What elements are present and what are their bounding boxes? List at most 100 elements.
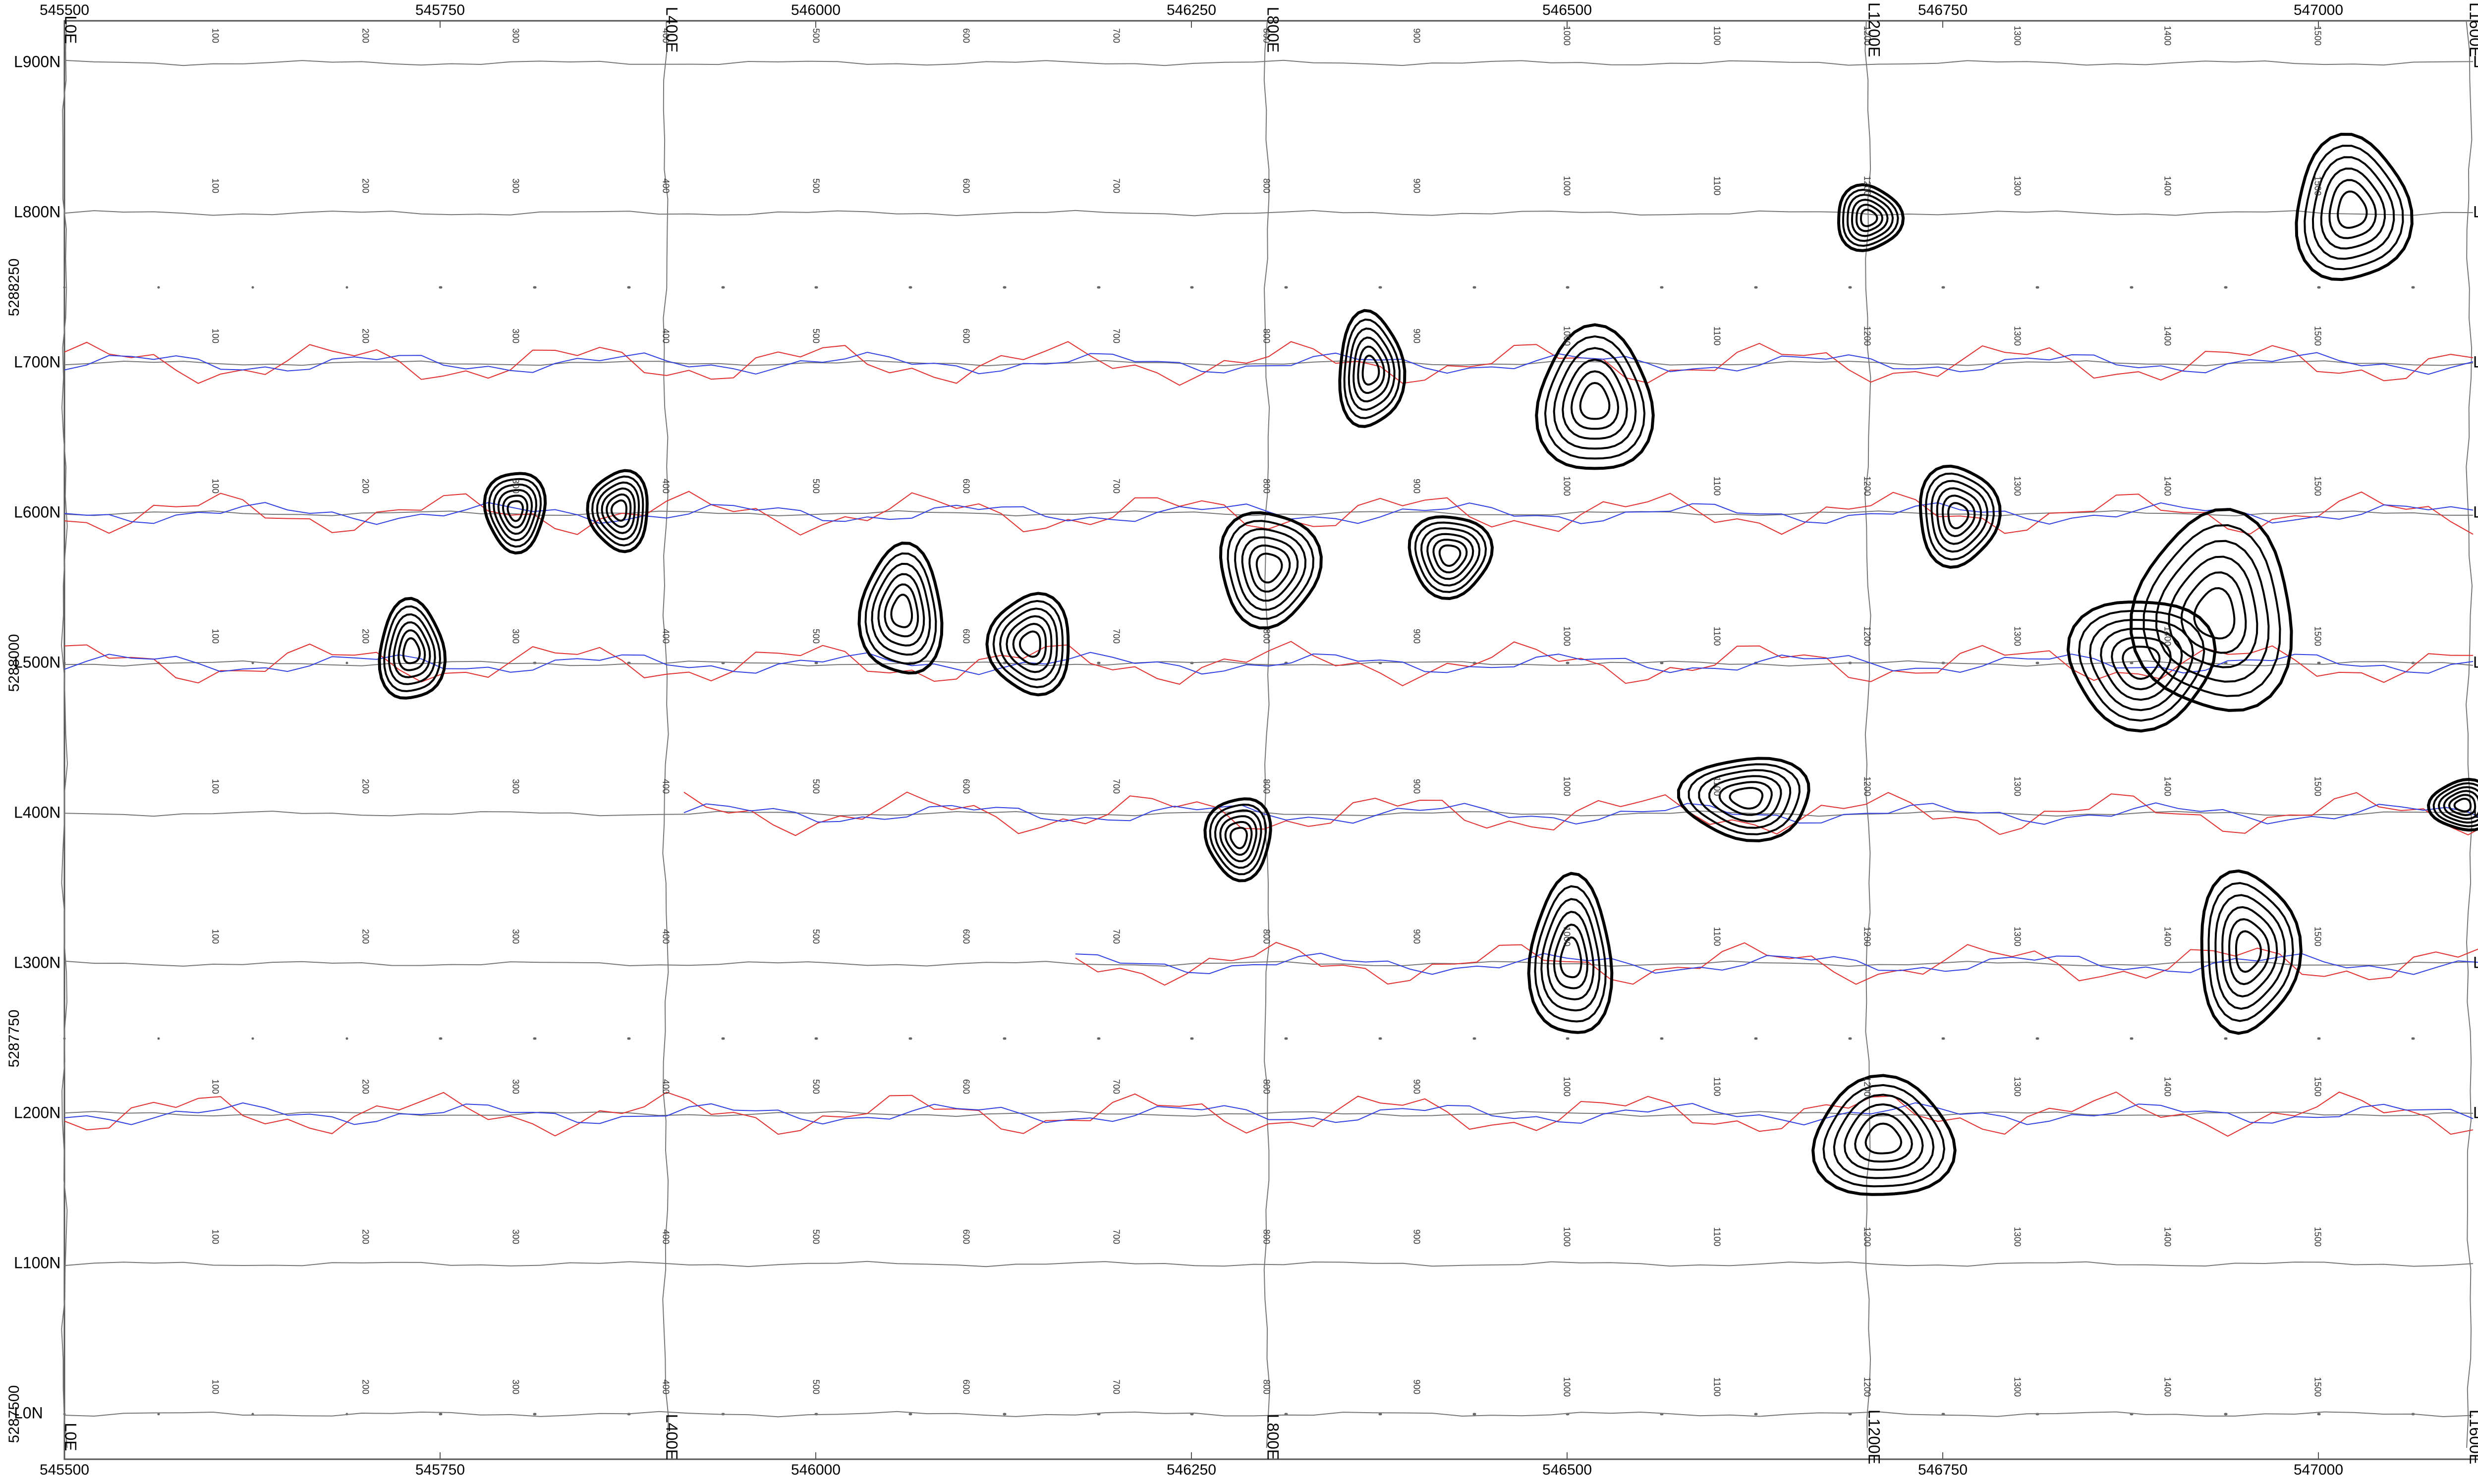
station-label: 200	[360, 178, 370, 193]
station-label: 1000	[1562, 626, 1572, 646]
station-label: 500	[811, 779, 821, 794]
station-label: 1000	[1562, 326, 1572, 346]
station-label: 700	[1111, 479, 1121, 494]
easting-label: 545500	[40, 1462, 89, 1478]
station-label: 600	[961, 178, 971, 193]
station-label: 1300	[2012, 26, 2022, 46]
n-line-label: L600N	[14, 503, 60, 521]
easting-label: 546000	[791, 2, 841, 18]
grid-dot	[1003, 1413, 1006, 1416]
northing-label: 5287750	[6, 1010, 22, 1068]
grid-dot	[627, 286, 630, 289]
station-label: 800	[1261, 1229, 1271, 1244]
station-label: 1100	[1712, 927, 1722, 946]
station-label: 1100	[1712, 26, 1722, 46]
station-label: 300	[510, 1229, 520, 1244]
station-label: 400	[661, 178, 671, 193]
station-label: 1400	[2162, 26, 2172, 46]
grid-dot	[2224, 1038, 2227, 1040]
station-label: 1100	[1712, 477, 1722, 496]
station-label: 1500	[2312, 26, 2322, 46]
station-label: 200	[360, 479, 370, 494]
station-label: 1500	[2312, 1077, 2322, 1097]
easting-label: 546750	[1918, 2, 1968, 18]
station-label: 100	[210, 28, 220, 43]
station-label: 1200	[1862, 626, 1872, 646]
station-label: 1000	[1562, 1077, 1572, 1097]
grid-dot	[1190, 286, 1193, 289]
e-line-label: L1200E	[1865, 1410, 1883, 1464]
station-label: 1400	[2162, 476, 2172, 496]
station-label: 600	[961, 1079, 971, 1094]
grid-dot	[1097, 1038, 1100, 1040]
n-line-label: L200N	[2473, 1103, 2478, 1121]
station-label: 1100	[1712, 1377, 1722, 1397]
station-label: 900	[1411, 479, 1421, 494]
e-line-label: L1600E	[2467, 1410, 2478, 1464]
n-line-label: L300N	[2473, 953, 2478, 971]
easting-label: 545750	[415, 1462, 465, 1478]
station-label: 800	[1261, 1079, 1271, 1094]
station-label: 400	[661, 1379, 671, 1394]
station-label: 200	[360, 1079, 370, 1094]
grid-dot	[1285, 1038, 1287, 1040]
grid-dot	[1190, 1038, 1193, 1040]
station-label: 1300	[2012, 176, 2022, 196]
station-label: 200	[360, 28, 370, 43]
station-label: 700	[1111, 1229, 1121, 1244]
station-label: 300	[510, 329, 520, 343]
station-label: 200	[360, 1379, 370, 1394]
station-label: 500	[811, 178, 821, 193]
station-label: 500	[811, 1379, 821, 1394]
grid-dot	[346, 1038, 348, 1040]
station-label: 1200	[1862, 326, 1872, 346]
grid-dot	[1473, 1038, 1475, 1040]
grid-dot	[1097, 662, 1100, 664]
station-label: 1300	[2012, 326, 2022, 346]
station-label: 1300	[2012, 776, 2022, 796]
station-label: 1500	[2312, 776, 2322, 796]
station-label: 200	[360, 779, 370, 794]
station-label: 1000	[1562, 26, 1572, 46]
grid-dot	[1942, 1038, 1944, 1040]
station-label: 1100	[1712, 327, 1722, 346]
station-label: 1100	[1712, 1077, 1722, 1097]
n-line-label: L500N	[14, 653, 60, 671]
station-label: 400	[661, 1079, 671, 1094]
n-line-label: L900N	[14, 53, 60, 70]
station-label: 300	[510, 28, 520, 43]
n-line-label: L100N	[14, 1254, 60, 1271]
station-label: 700	[1111, 28, 1121, 43]
station-label: 900	[1411, 178, 1421, 193]
grid-dot	[533, 1038, 536, 1040]
grid-dot	[2224, 286, 2227, 289]
station-label: 1100	[1712, 1227, 1722, 1247]
grid-dot	[1003, 1038, 1006, 1040]
n-line-label: L400N	[2473, 803, 2478, 821]
station-label: 600	[961, 329, 971, 343]
station-label: 1100	[1712, 627, 1722, 646]
station-label: 900	[1411, 629, 1421, 644]
station-label: 100	[210, 929, 220, 944]
station-label: 200	[360, 629, 370, 644]
station-label: 1400	[2162, 626, 2172, 646]
station-label: 1400	[2162, 1227, 2172, 1247]
e-line-label: L800E	[1264, 1414, 1282, 1460]
station-label: 500	[811, 629, 821, 644]
n-line-label: L200N	[14, 1103, 60, 1121]
station-label: 900	[1411, 1379, 1421, 1394]
station-label: 700	[1111, 178, 1121, 193]
n-line-label: L300N	[14, 953, 60, 971]
grid-dot	[1379, 286, 1381, 289]
station-label: 1400	[2162, 176, 2172, 196]
grid-dot	[1379, 1038, 1381, 1040]
station-label: 1200	[1862, 1377, 1872, 1397]
n-line-label: L400N	[14, 803, 60, 821]
grid-dot	[909, 1038, 911, 1040]
station-label: 400	[661, 929, 671, 944]
station-label: 200	[360, 1229, 370, 1244]
easting-label: 546000	[791, 1462, 841, 1478]
grid-dot	[1566, 1038, 1569, 1040]
station-label: 1500	[2312, 176, 2322, 196]
grid-dot	[909, 286, 911, 289]
